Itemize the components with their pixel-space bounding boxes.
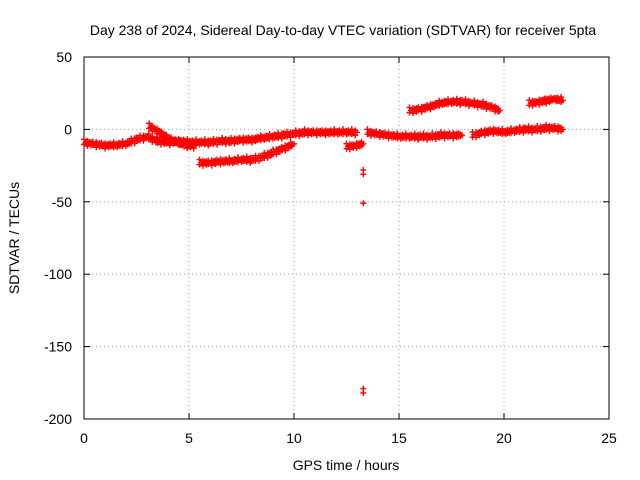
y-tick-label: -200: [44, 411, 72, 427]
data-point: [219, 134, 226, 141]
data-point: [543, 121, 549, 128]
data-point: [420, 130, 427, 137]
y-tick-label: 0: [64, 121, 72, 137]
plot-frame: [83, 56, 610, 420]
data-point: [360, 140, 367, 147]
y-tick-label: -150: [44, 339, 72, 355]
x-tick-label: 20: [496, 430, 512, 446]
outlier-point: [360, 389, 367, 396]
data-point: [438, 129, 444, 136]
data-point: [243, 153, 250, 160]
data-point: [146, 120, 153, 127]
x-tick-label: 25: [601, 430, 617, 446]
data-point: [301, 126, 308, 133]
data-point: [525, 123, 532, 130]
data-point: [192, 142, 199, 149]
axis-ticks: [83, 56, 610, 420]
data-point: [196, 156, 203, 163]
data-point: [459, 132, 465, 139]
y-tick-label: -50: [52, 194, 72, 210]
tick-labels: 0 5 10 15 20 25 50 0 -50 -100 -150 -200: [44, 49, 617, 446]
data-point: [352, 132, 359, 139]
gridlines: [84, 57, 609, 419]
data-points: [81, 94, 566, 396]
data-point: [187, 139, 194, 146]
y-tick-label: 50: [56, 49, 72, 65]
data-point: [340, 126, 346, 133]
data-point: [81, 136, 87, 143]
data-point: [496, 107, 503, 114]
data-point: [462, 96, 469, 103]
data-point: [480, 98, 486, 105]
x-tick-label: 15: [391, 430, 407, 446]
data-point: [559, 97, 566, 104]
y-tick-label: -100: [44, 266, 72, 282]
x-tick-label: 0: [80, 430, 88, 446]
data-point: [282, 147, 289, 154]
data-point: [180, 138, 187, 145]
outlier-point: [360, 171, 367, 178]
x-tick-label: 10: [286, 430, 302, 446]
data-point: [291, 140, 297, 147]
data-point: [264, 154, 271, 161]
y-axis-label: SDTVAR / TECUs: [6, 182, 22, 294]
data-point: [559, 126, 566, 133]
data-point: [193, 136, 199, 143]
chart-title: Day 238 of 2024, Sidereal Day-to-day VTE…: [90, 22, 597, 38]
data-point: [273, 151, 280, 158]
data-point: [364, 126, 371, 133]
data-point: [411, 130, 418, 137]
data-point: [403, 130, 409, 137]
data-point: [348, 126, 355, 133]
data-point: [201, 136, 208, 143]
data-point: [190, 145, 197, 152]
data-point: [145, 131, 152, 138]
data-point: [471, 97, 478, 104]
x-tick-label: 5: [185, 430, 193, 446]
data-point: [453, 95, 460, 102]
data-point: [354, 129, 360, 136]
data-point: [558, 94, 565, 101]
x-axis-label: GPS time / hours: [293, 457, 400, 473]
outlier-point: [360, 200, 367, 207]
